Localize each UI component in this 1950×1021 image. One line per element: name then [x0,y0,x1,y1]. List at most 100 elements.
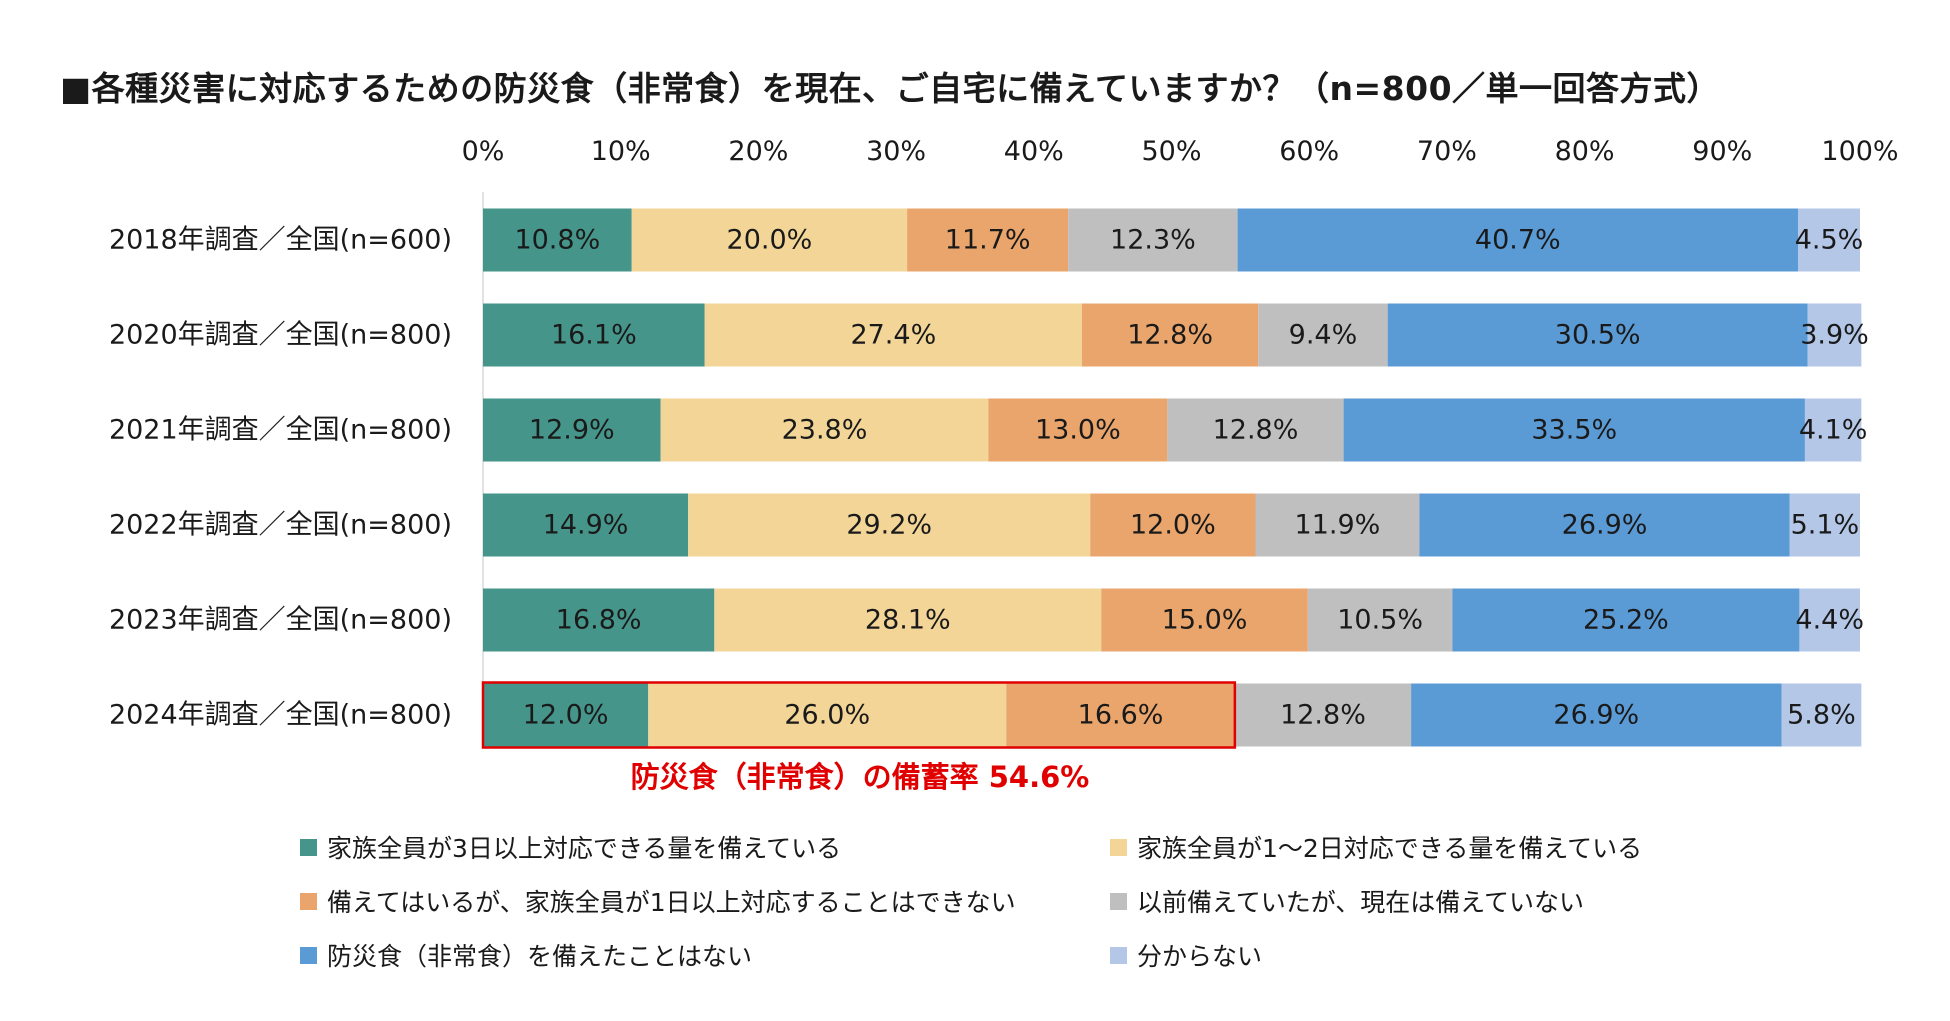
data-label: 16.8% [556,605,642,636]
x-tick-label: 40% [1004,136,1064,167]
x-tick-label: 80% [1555,136,1615,167]
data-label: 26.9% [1553,700,1639,731]
bar-segment [1419,493,1790,557]
category-label: 2021年調査／全国(n=800) [109,415,452,446]
data-label: 30.5% [1555,320,1641,351]
bar-segment [1799,588,1860,652]
bar-segment [483,398,661,462]
bar-segment [1798,208,1860,272]
bar-segment [1781,683,1862,747]
category-label: 2018年調査／全国(n=600) [109,225,452,256]
legend-swatch [300,946,317,964]
x-tick-label: 70% [1417,136,1477,167]
legend-label: 家族全員が3日以上対応できる量を備えている [327,834,842,863]
bar-segment [1068,208,1238,272]
bar-segment [1807,303,1862,367]
legend-swatch [300,838,317,856]
bar-segment [1343,398,1805,462]
data-label: 26.0% [784,700,870,731]
data-label: 16.6% [1078,700,1164,731]
bar-segment [688,493,1091,557]
data-label: 14.9% [543,510,629,541]
legend-item: 備えてはいるが、家族全員が1日以上対応することはできない [300,882,1110,920]
data-label: 11.7% [945,225,1031,256]
category-label: 2020年調査／全国(n=800) [109,320,452,351]
legend-label: 防災食（非常食）を備えたことはない [327,942,753,971]
category-label: 2022年調査／全国(n=800) [109,510,452,541]
data-label: 4.4% [1795,605,1864,636]
data-label: 27.4% [850,320,936,351]
legend-item: 分からない [1110,936,1750,974]
data-label: 16.1% [551,320,637,351]
data-label: 29.2% [846,510,932,541]
data-label: 12.8% [1280,700,1366,731]
x-tick-label: 100% [1821,136,1898,167]
legend-label: 分からない [1137,942,1263,971]
data-label: 12.9% [529,415,615,446]
legend-item: 家族全員が3日以上対応できる量を備えている [300,828,1110,866]
x-tick-label: 30% [866,136,926,167]
bar-segment [1255,493,1420,557]
bar-segment [1804,398,1862,462]
data-label: 33.5% [1531,415,1617,446]
data-label: 5.8% [1787,700,1856,731]
bar-segment [648,683,1007,747]
bar-segment [1234,683,1412,747]
legend-swatch [1110,838,1127,856]
data-label: 3.9% [1800,320,1869,351]
data-label: 12.8% [1127,320,1213,351]
data-label: 20.0% [727,225,813,256]
data-label: 4.5% [1795,225,1864,256]
x-tick-label: 20% [728,136,788,167]
bar-segment [1090,493,1256,557]
category-label: 2024年調査／全国(n=800) [109,700,452,731]
data-label: 10.8% [514,225,600,256]
legend-swatch [1110,892,1127,910]
bar-segment [483,303,705,367]
bar-segment [483,683,649,747]
data-label: 23.8% [782,415,868,446]
highlight-box [481,681,1237,749]
bar-segment [1237,208,1799,272]
bar-segment [1258,303,1388,367]
bar-segment [1452,588,1800,652]
data-label: 4.1% [1799,415,1868,446]
legend-item: 防災食（非常食）を備えたことはない [300,936,1110,974]
bar-segment [1387,303,1808,367]
data-label: 40.7% [1475,225,1561,256]
legend-label: 家族全員が1～2日対応できる量を備えている [1137,834,1643,863]
bar-segment [483,493,689,557]
data-label: 13.0% [1035,415,1121,446]
bar-segment [714,588,1102,652]
bar-segment [988,398,1168,462]
legend-swatch [1110,946,1127,964]
bar-segment [1307,588,1453,652]
data-label: 15.0% [1162,605,1248,636]
bar-segment [483,588,715,652]
chart-title: ■各種災害に対応するための防災食（非常食）を現在、ご自宅に備えていますか？（n=… [60,69,1721,108]
chart-legend: 家族全員が3日以上対応できる量を備えている 家族全員が1～2日対応できる量を備えて… [300,828,1750,974]
legend-item: 家族全員が1～2日対応できる量を備えている [1110,828,1750,866]
legend-label: 備えてはいるが、家族全員が1日以上対応することはできない [327,888,1016,917]
bar-segment [704,303,1082,367]
bar-segment [1789,493,1860,557]
data-label: 25.2% [1583,605,1669,636]
data-label: 12.3% [1110,225,1196,256]
bar-segment [1006,683,1235,747]
data-label: 9.4% [1289,320,1358,351]
bar-segment [1081,303,1259,367]
x-tick-label: 90% [1692,136,1752,167]
x-tick-label: 10% [591,136,651,167]
data-label: 12.0% [523,700,609,731]
bar-segment [660,398,989,462]
annotation-text: 防災食（非常食）の備蓄率 54.6% [631,760,1090,794]
legend-label: 以前備えていたが、現在は備えていない [1137,888,1585,917]
legend-swatch [300,892,317,910]
bar-segment [907,208,1069,272]
category-label: 2023年調査／全国(n=800) [109,605,452,636]
bar-segment [483,208,632,272]
data-label: 26.9% [1562,510,1648,541]
bar-segment [1411,683,1782,747]
